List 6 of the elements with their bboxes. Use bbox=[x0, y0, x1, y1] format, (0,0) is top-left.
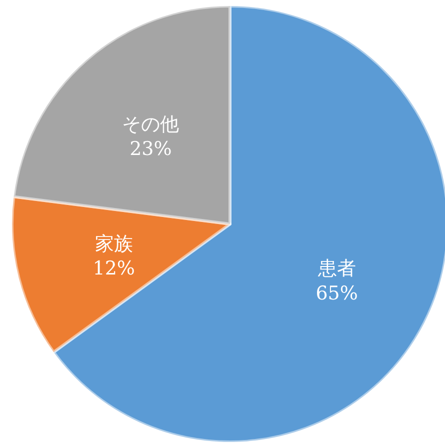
data-label: 23% bbox=[130, 138, 172, 160]
slice-label: その他 bbox=[122, 113, 180, 136]
data-label: 12% bbox=[92, 258, 135, 280]
slice-label: 患者 bbox=[316, 258, 356, 280]
data-label: 65% bbox=[316, 282, 358, 304]
slice-label: 家族 bbox=[94, 233, 133, 256]
